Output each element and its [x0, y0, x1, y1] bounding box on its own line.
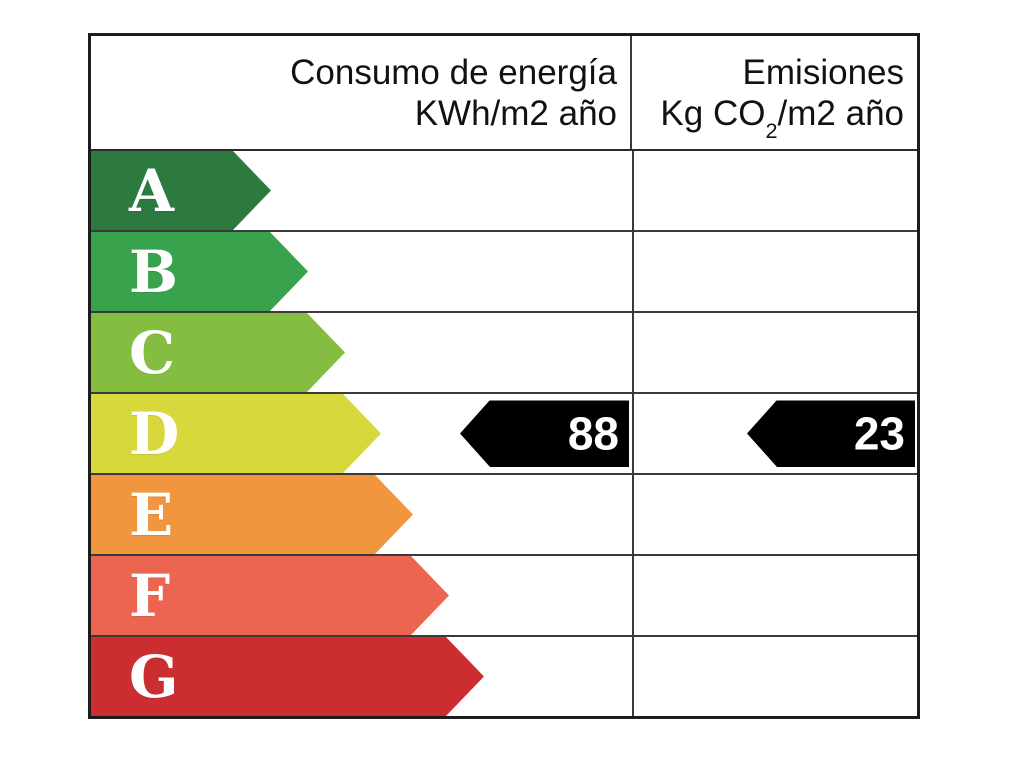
consumo-value: 88 [567, 407, 619, 460]
rating-bar-e: E [91, 475, 413, 554]
consumo-header-cell: Consumo de energía KWh/m2 año [91, 36, 632, 149]
rating-row-d-emisiones-cell: 23 [634, 394, 917, 473]
rating-row-b: B [91, 232, 917, 313]
rating-row-a-consumo-cell: A [91, 151, 634, 230]
rating-row-c-emisiones-cell [634, 313, 917, 392]
consumo-value-arrow-icon: 88 [460, 400, 629, 467]
rating-row-b-emisiones-cell [634, 232, 917, 311]
rating-row-c: C [91, 313, 917, 394]
rating-bar-d: D [91, 394, 381, 473]
rating-letter-e: E [129, 480, 174, 549]
rating-row-e-consumo-cell: E [91, 475, 634, 554]
emisiones-header-line2: Kg CO2/m2 año [660, 93, 904, 142]
rating-letter-f: F [129, 561, 171, 630]
consumo-header-line2: KWh/m2 año [414, 93, 617, 133]
rating-row-a: A [91, 151, 917, 232]
rating-bar-g: G [91, 637, 484, 716]
rating-row-d: D 88 23 [91, 394, 917, 475]
rating-bar-c: C [91, 313, 345, 392]
rating-letter-g: G [129, 642, 179, 711]
rating-row-g-emisiones-cell [634, 637, 917, 716]
rating-bar-b: B [91, 232, 308, 311]
rating-row-d-consumo-cell: D 88 [91, 394, 634, 473]
table-header-row: Consumo de energía KWh/m2 año Emisiones … [91, 36, 917, 151]
rating-row-e-emisiones-cell [634, 475, 917, 554]
rating-letter-c: C [129, 318, 176, 387]
rating-row-g-consumo-cell: G [91, 637, 634, 716]
rating-row-f: F [91, 556, 917, 637]
rating-row-e: E [91, 475, 917, 556]
rating-row-c-consumo-cell: C [91, 313, 634, 392]
energy-rating-table: Consumo de energía KWh/m2 año Emisiones … [88, 33, 920, 719]
rating-row-f-emisiones-cell [634, 556, 917, 635]
rating-row-f-consumo-cell: F [91, 556, 634, 635]
rating-bar-a: A [91, 151, 271, 230]
rating-letter-d: D [129, 399, 180, 468]
rating-letter-a: A [129, 156, 175, 225]
emisiones-header-line1: Emisiones [742, 52, 904, 92]
rating-row-a-emisiones-cell [634, 151, 917, 230]
emisiones-unit-suffix: /m2 año [777, 93, 904, 133]
emisiones-value: 23 [853, 407, 905, 460]
emisiones-unit-prefix: Kg CO [660, 93, 766, 133]
rating-row-g: G [91, 637, 917, 716]
emisiones-header-cell: Emisiones Kg CO2/m2 año [632, 36, 917, 149]
rating-bar-f: F [91, 556, 449, 635]
rating-letter-b: B [129, 237, 179, 306]
co2-subscript: 2 [765, 117, 778, 143]
rating-row-b-consumo-cell: B [91, 232, 634, 311]
consumo-header-line1: Consumo de energía [290, 52, 617, 92]
emisiones-value-arrow-icon: 23 [747, 400, 915, 467]
